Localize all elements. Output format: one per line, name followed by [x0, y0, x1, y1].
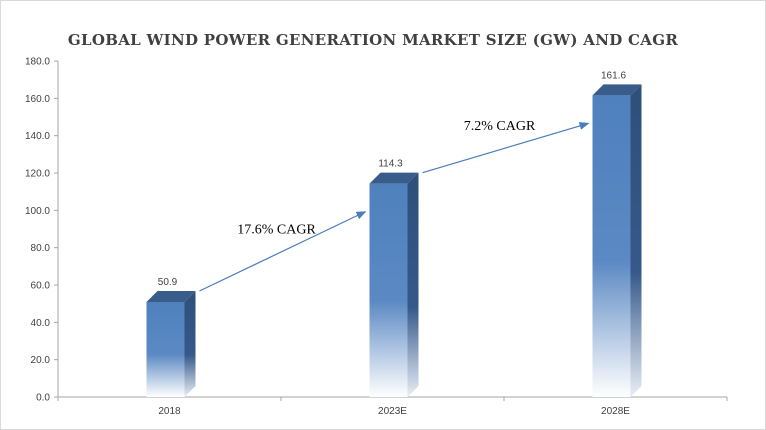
- y-tick-label: 140.0: [25, 131, 50, 142]
- y-tick-label: 80.0: [31, 243, 51, 254]
- y-tick-label: 60.0: [31, 281, 51, 292]
- data-labels: 50.9 114.3 161.6: [158, 70, 627, 288]
- x-axis: 2018 2023E 2028E: [57, 396, 728, 417]
- y-axis: 0.0 20.0 40.0 60.0 80.0 100.0 120.0 140.0 160.0 1…: [25, 57, 59, 404]
- data-label: 114.3: [378, 159, 403, 170]
- y-tick-label: 20.0: [31, 355, 51, 366]
- cagr-arrow: [199, 211, 367, 292]
- cagr-annotations: 17.6% CAGR 7.2% CAGR: [199, 119, 590, 292]
- bar-front-face: [369, 183, 408, 397]
- y-tick-label: 100.0: [25, 206, 50, 217]
- y-tick-label: 40.0: [31, 318, 51, 329]
- bar: [146, 290, 196, 397]
- cagr-label: 17.6% CAGR: [237, 222, 316, 237]
- x-tick-label: 2028E: [601, 406, 630, 417]
- bar-front-face: [146, 301, 185, 397]
- bar-top-face: [369, 172, 419, 184]
- x-tick-label: 2018: [158, 406, 181, 417]
- chart-title: GLOBAL WIND POWER GENERATION MARKET SIZE…: [68, 31, 678, 49]
- bar-top-face: [146, 290, 196, 302]
- bar-side-face: [184, 290, 196, 397]
- data-label: 50.9: [158, 277, 178, 288]
- y-tick-label: 160.0: [25, 94, 50, 105]
- bar-side-face: [407, 172, 419, 397]
- cagr-arrow: [422, 122, 590, 174]
- bar-front-face: [592, 95, 631, 397]
- bars: [146, 84, 642, 397]
- bar-side-face: [630, 84, 642, 397]
- bar: [369, 172, 419, 397]
- y-tick-label: 180.0: [25, 57, 50, 68]
- y-tick-label: 120.0: [25, 169, 50, 180]
- bar-top-face: [592, 84, 642, 96]
- cagr-label: 7.2% CAGR: [464, 119, 536, 134]
- bar: [592, 84, 642, 397]
- y-tick-label: 0.0: [36, 393, 50, 404]
- data-label: 161.6: [601, 70, 626, 81]
- x-tick-label: 2023E: [378, 406, 407, 417]
